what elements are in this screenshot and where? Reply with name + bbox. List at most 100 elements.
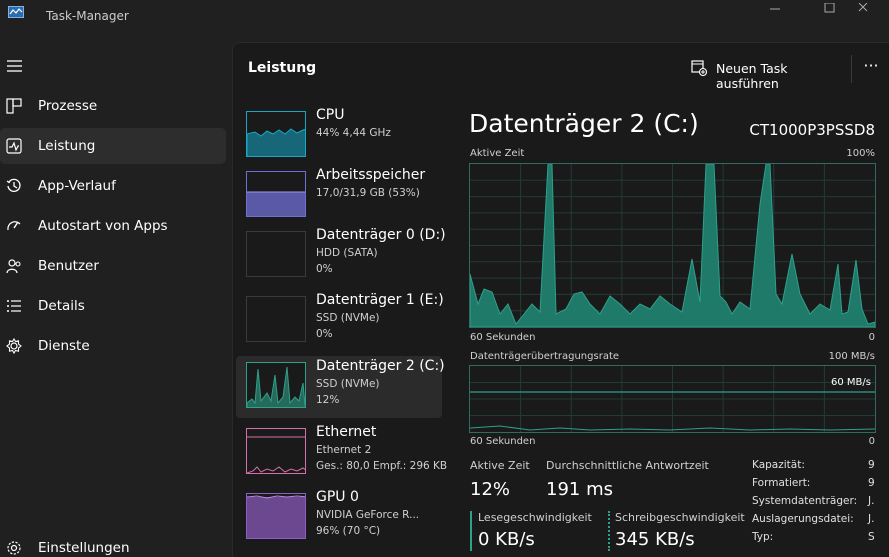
device-detail-line: NVIDIA GeForce R... bbox=[316, 509, 420, 521]
users-icon bbox=[6, 259, 21, 274]
device-detail-line: 96% (70 °C) bbox=[316, 525, 381, 537]
page-title: Leistung bbox=[248, 60, 317, 76]
transfer-rate-graph: 60 MB/s bbox=[469, 365, 876, 433]
performance-panel: Leistung Neuen Task ausführen ··· CPU 44%… bbox=[232, 42, 889, 557]
close-button[interactable] bbox=[850, 0, 889, 12]
write-speed-value: 345 KB/s bbox=[615, 529, 695, 550]
performance-icon bbox=[6, 138, 22, 154]
nav-item-processes[interactable]: Prozesse bbox=[0, 88, 226, 124]
new-task-label: Neuen Task ausführen bbox=[716, 61, 788, 91]
disk-heading: Datenträger 2 (C:) bbox=[469, 109, 699, 138]
transfer-rate-chart bbox=[469, 366, 876, 432]
device-thumbnail-graph bbox=[246, 362, 306, 408]
graph2-label: Datenträgerübertragungsrate bbox=[470, 351, 620, 362]
graph2-max: 100 MB/s bbox=[828, 351, 875, 362]
nav-item-startup-apps[interactable]: Autostart von Apps bbox=[0, 208, 226, 244]
processes-icon bbox=[6, 98, 22, 114]
nav-label: Einstellungen bbox=[38, 540, 130, 556]
property-key: Auslagerungsdatei: bbox=[752, 513, 854, 525]
title-bar: Task-Manager bbox=[0, 0, 889, 34]
device-name: Datenträger 2 (C:) bbox=[316, 358, 445, 374]
graph2-min: 0 bbox=[868, 436, 875, 447]
property-value: J. bbox=[868, 513, 875, 525]
device-thumbnail-graph bbox=[246, 428, 306, 474]
active-time-graph bbox=[469, 163, 876, 328]
device-detail-line: 0% bbox=[316, 263, 333, 275]
property-value: S bbox=[868, 531, 875, 543]
read-speed-marker bbox=[470, 511, 472, 551]
device-item[interactable]: Arbeitsspeicher 17,0/31,9 GB (53%) bbox=[236, 165, 442, 227]
nav-item-app-history[interactable]: App-Verlauf bbox=[0, 168, 226, 204]
device-name: CPU bbox=[316, 107, 345, 123]
read-speed-value: 0 KB/s bbox=[478, 529, 535, 550]
nav-label: App-Verlauf bbox=[38, 178, 116, 194]
graph2-xlabel: 60 Sekunden bbox=[470, 436, 536, 447]
device-item[interactable]: Datenträger 0 (D:) HDD (SATA) 0% bbox=[236, 225, 446, 287]
device-thumbnail-graph bbox=[246, 111, 306, 157]
write-speed-label: Schreibgeschwindigkeit bbox=[615, 511, 745, 524]
device-thumbnail-graph bbox=[246, 231, 306, 277]
property-value: 9 bbox=[868, 477, 875, 489]
nav-item-services[interactable]: Dienste bbox=[0, 328, 226, 364]
more-options-button[interactable]: ··· bbox=[863, 56, 879, 75]
device-detail-line: SSD (NVMe) bbox=[316, 378, 380, 390]
nav-label: Autostart von Apps bbox=[38, 218, 168, 234]
device-detail-line: SSD (NVMe) bbox=[316, 312, 380, 324]
nav-label: Leistung bbox=[38, 138, 96, 154]
device-name: GPU 0 bbox=[316, 489, 359, 505]
write-speed-marker bbox=[608, 511, 610, 551]
device-item[interactable]: Ethernet Ethernet 2 Ges.: 80,0 Empf.: 296 … bbox=[236, 422, 447, 484]
active-time-label: Aktive Zeit bbox=[470, 459, 530, 472]
graph1-xlabel: 60 Sekunden bbox=[470, 332, 536, 343]
device-item[interactable]: CPU 44% 4,44 GHz bbox=[236, 105, 442, 167]
response-time-label: Durchschnittliche Antwortzeit bbox=[546, 459, 709, 472]
nav-label: Benutzer bbox=[38, 258, 99, 274]
property-key: Typ: bbox=[752, 531, 774, 543]
device-detail-line: Ges.: 80,0 Empf.: 296 KB bbox=[316, 460, 448, 472]
task-manager-app-icon bbox=[8, 6, 24, 18]
nav-item-performance[interactable]: Leistung bbox=[0, 128, 226, 164]
device-thumbnail-graph bbox=[246, 296, 306, 342]
graph1-label: Aktive Zeit bbox=[470, 148, 525, 159]
window-title: Task-Manager bbox=[46, 9, 129, 23]
new-task-button[interactable]: Neuen Task ausführen bbox=[691, 57, 841, 91]
device-item[interactable]: Datenträger 2 (C:) SSD (NVMe) 12% bbox=[236, 356, 445, 418]
device-item[interactable]: Datenträger 1 (E:) SSD (NVMe) 0% bbox=[236, 290, 444, 352]
new-task-icon bbox=[691, 60, 707, 76]
device-name: Arbeitsspeicher bbox=[316, 167, 426, 183]
device-item[interactable]: GPU 0 NVIDIA GeForce R... 96% (70 °C) bbox=[236, 487, 442, 549]
nav-item-details[interactable]: Details bbox=[0, 288, 226, 324]
nav-item-users[interactable]: Benutzer bbox=[0, 248, 226, 284]
device-thumbnail-graph bbox=[246, 171, 306, 217]
property-key: Systemdatenträger: bbox=[752, 495, 858, 507]
graph2-mid: 60 MB/s bbox=[831, 377, 871, 388]
minimize-button[interactable] bbox=[752, 0, 798, 12]
settings-gear-icon bbox=[7, 541, 21, 555]
startup-icon bbox=[7, 221, 21, 231]
property-key: Kapazität: bbox=[752, 459, 805, 471]
maximize-icon bbox=[824, 2, 835, 13]
device-detail-line: Ethernet 2 bbox=[316, 444, 372, 456]
details-icon bbox=[7, 300, 21, 312]
read-speed-label: Lesegeschwindigkeit bbox=[478, 511, 592, 524]
response-time-value: 191 ms bbox=[546, 479, 613, 500]
nav-item-settings[interactable]: Einstellungen bbox=[0, 530, 226, 557]
nav-label: Prozesse bbox=[38, 98, 98, 114]
hamburger-menu-icon[interactable] bbox=[7, 59, 23, 73]
active-time-series bbox=[469, 163, 876, 328]
nav-label: Dienste bbox=[38, 338, 90, 354]
active-time-chart bbox=[469, 163, 876, 328]
device-detail-line: 0% bbox=[316, 328, 333, 340]
graph1-min: 0 bbox=[868, 332, 875, 343]
toolbar-separator bbox=[851, 55, 852, 83]
device-name: Datenträger 1 (E:) bbox=[316, 292, 444, 308]
history-icon bbox=[6, 178, 21, 192]
close-icon bbox=[858, 2, 868, 12]
device-detail-line: 44% 4,44 GHz bbox=[316, 127, 391, 139]
active-time-value: 12% bbox=[470, 479, 511, 500]
property-key: Formatiert: bbox=[752, 477, 811, 489]
device-detail-line: 12% bbox=[316, 394, 340, 406]
property-value: 9 bbox=[868, 459, 875, 471]
property-value: J. bbox=[868, 495, 875, 507]
maximize-button[interactable] bbox=[805, 0, 851, 13]
